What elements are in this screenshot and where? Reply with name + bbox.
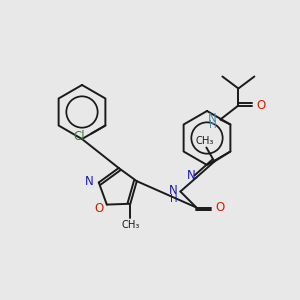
Text: Cl: Cl xyxy=(74,130,85,143)
Text: O: O xyxy=(215,201,225,214)
Text: O: O xyxy=(256,99,266,112)
Text: N: N xyxy=(169,184,177,197)
Text: H: H xyxy=(208,121,216,130)
Text: N: N xyxy=(208,112,216,125)
Text: CH₃: CH₃ xyxy=(121,220,140,230)
Text: N: N xyxy=(187,169,195,182)
Text: O: O xyxy=(94,202,104,215)
Text: CH₃: CH₃ xyxy=(195,136,214,146)
Text: N: N xyxy=(85,175,94,188)
Text: H: H xyxy=(170,194,177,203)
